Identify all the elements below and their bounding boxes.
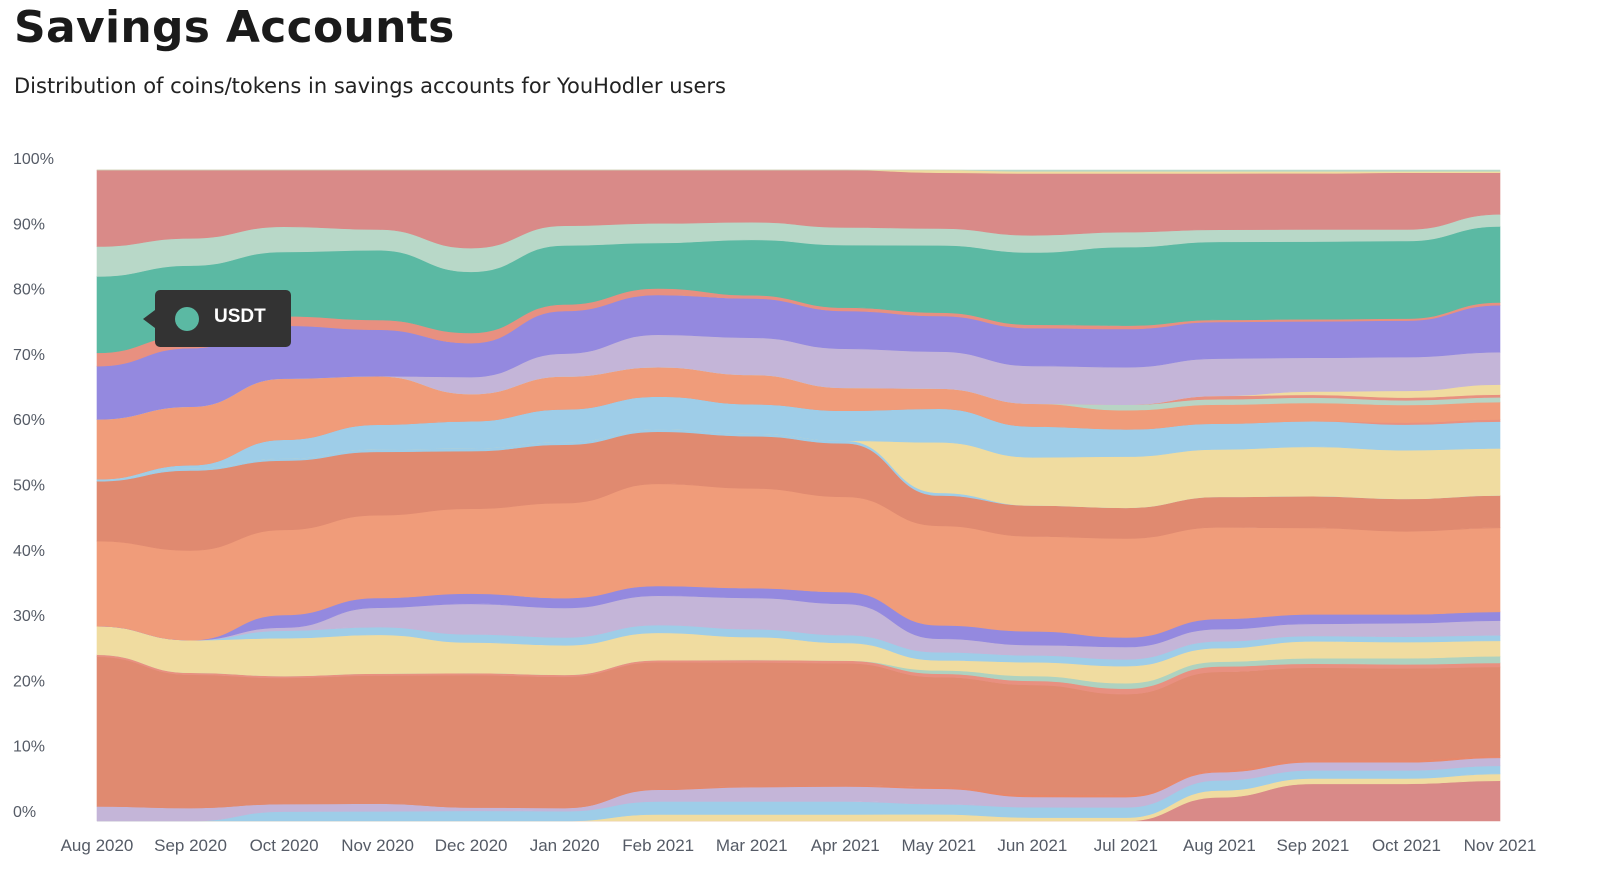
x-tick-label: Sep 2021: [1277, 836, 1350, 855]
series-color-dot: [175, 307, 199, 331]
x-tick-label: Mar 2021: [716, 836, 788, 855]
x-tick-label: Nov 2021: [1464, 836, 1537, 855]
y-axis-ticks: 0% 10% 20% 30% 40% 50% 60% 70% 80% 90% 100%: [13, 151, 54, 821]
x-tick-label: Jul 2021: [1094, 836, 1158, 855]
y-tick-label: 60%: [13, 412, 45, 429]
x-tick-label: Aug 2020: [61, 836, 134, 855]
x-tick-label: Nov 2020: [341, 836, 414, 855]
y-tick-label: 50%: [13, 478, 45, 495]
y-tick-label: 30%: [13, 608, 45, 625]
y-tick-label: 90%: [13, 216, 45, 233]
y-tick-label: 10%: [13, 739, 45, 756]
y-tick-label: 20%: [13, 673, 45, 690]
x-axis-ticks: Aug 2020 Sep 2020 Oct 2020 Nov 2020 Dec 2020…: [61, 836, 1537, 855]
series-tooltip: USDT: [143, 290, 291, 347]
x-tick-label: Feb 2021: [622, 836, 694, 855]
y-tick-label: 80%: [13, 282, 45, 299]
y-tick-label: 70%: [13, 347, 45, 364]
x-tick-label: May 2021: [901, 836, 976, 855]
y-tick-label: 100%: [13, 151, 54, 168]
x-tick-label: Jun 2021: [997, 836, 1067, 855]
x-tick-label: Oct 2021: [1372, 836, 1441, 855]
chart-subtitle: Distribution of coins/tokens in savings …: [14, 74, 726, 98]
area-series-30[interactable]: [97, 169, 1501, 172]
x-tick-label: Sep 2020: [154, 836, 227, 855]
y-tick-label: 0%: [13, 804, 36, 821]
tooltip-series-label: USDT: [214, 306, 266, 327]
x-tick-label: Aug 2021: [1183, 836, 1256, 855]
chart-title: Savings Accounts: [14, 2, 455, 53]
x-tick-label: Oct 2020: [250, 836, 319, 855]
x-tick-label: Dec 2020: [435, 836, 508, 855]
chart-areas: [96, 169, 1501, 822]
x-tick-label: Apr 2021: [811, 836, 880, 855]
y-tick-label: 40%: [13, 543, 45, 560]
x-tick-label: Jan 2020: [530, 836, 600, 855]
